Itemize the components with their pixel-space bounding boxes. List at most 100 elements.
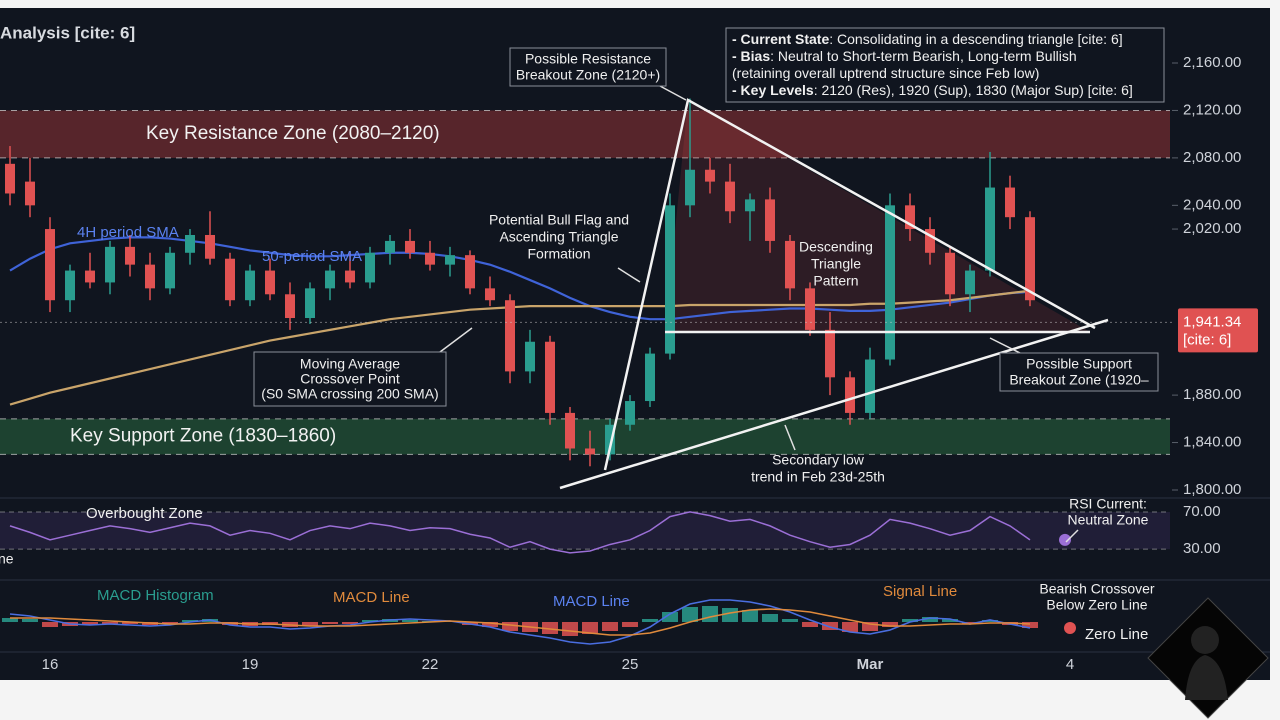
candle-body <box>525 341 535 372</box>
macd-histogram-bar <box>302 622 318 626</box>
y-tick-label: 70.00 <box>1183 503 1221 520</box>
y-tick-label: 1,880.00 <box>1183 386 1241 403</box>
y-tick-label: 1,840.00 <box>1183 434 1241 451</box>
x-tick-label: 19 <box>242 656 259 673</box>
zone-label: Key Resistance Zone (2080–2120) <box>146 123 440 144</box>
annotation-box <box>999 352 1159 392</box>
candle-body <box>885 205 895 360</box>
zones: Key Resistance Zone (2080–2120) Key Suppo… <box>0 109 1170 455</box>
arrows <box>439 85 1079 543</box>
candle-body <box>505 300 515 372</box>
sma-line <box>9 289 1031 406</box>
candle-body <box>325 270 335 289</box>
arrow <box>617 267 641 283</box>
annotation: Triangle <box>811 256 861 272</box>
annotation: Pattern <box>813 273 858 289</box>
info-line: - Bias: Neutral to Short-term Bearish, L… <box>732 48 1077 64</box>
macd-histogram-bar <box>762 614 778 622</box>
annotation: Formation <box>527 246 590 262</box>
macd-histogram-bar <box>842 622 858 632</box>
info-label: - Current State <box>732 31 829 47</box>
annotation: trend in Feb 23d-25th <box>751 469 885 485</box>
candle-body <box>185 234 195 253</box>
candle-body <box>725 181 735 212</box>
macd-histogram-bar <box>782 619 798 622</box>
annotation: (S0 SMA crossing 200 SMA) <box>261 386 438 402</box>
candle-body <box>645 353 655 402</box>
macd-histogram-bar <box>322 622 338 624</box>
annotation: Zero Line <box>1085 626 1148 643</box>
candle-body <box>565 412 575 449</box>
candle-body <box>585 448 595 455</box>
candle-body <box>405 240 415 253</box>
candle-body <box>25 181 35 206</box>
candle-body <box>425 252 435 265</box>
candle-body <box>765 199 775 241</box>
macd-histogram-bar <box>862 622 878 631</box>
candle-body <box>805 288 815 330</box>
macd-histogram-bar <box>122 622 138 624</box>
annotation-box <box>509 47 667 87</box>
arrow <box>784 424 796 451</box>
candle-body <box>145 264 155 289</box>
info-line: - Key Levels: 2120 (Res), 1920 (Sup), 18… <box>732 82 1133 98</box>
candle-body <box>445 255 455 265</box>
y-tick-label: 2,080.00 <box>1183 149 1241 166</box>
candle-body <box>265 270 275 295</box>
info-text: : Consolidating in a descending triangle… <box>829 31 1122 47</box>
candle-body <box>665 205 675 354</box>
annotation: 4H period SMA <box>77 224 179 241</box>
annotation: Ascending Triangle <box>499 229 618 245</box>
candle-body <box>1025 217 1035 301</box>
arrow <box>439 327 473 353</box>
macd-histogram-bar <box>42 622 58 627</box>
zone-band <box>0 110 1170 158</box>
signal-line <box>10 608 1031 636</box>
macd-histogram-bar <box>402 620 418 622</box>
annotation: Signal Line <box>883 583 957 600</box>
macd-histogram-bar <box>542 622 558 634</box>
candle-body <box>905 205 915 230</box>
annotation: Below Zero Line <box>1046 597 1147 613</box>
macd-histogram-bar <box>622 622 638 627</box>
macd-histogram-bar <box>662 612 678 622</box>
y-tick-label: 2,040.00 <box>1183 196 1241 213</box>
macd-histogram-bar <box>602 622 618 631</box>
annotation: Descending <box>799 239 873 255</box>
annotation: Bearish Crossover <box>1039 581 1154 597</box>
last-price-label: 1,941.34 <box>1183 313 1241 330</box>
macd-histogram-bar <box>582 622 598 634</box>
arrow <box>659 85 687 101</box>
candle-body <box>1005 187 1015 218</box>
last-price-note: [cite: 6] <box>1183 331 1231 348</box>
annotation: Crossover Point <box>300 371 400 387</box>
candle-body <box>365 252 375 283</box>
background <box>0 8 1270 680</box>
zone-label: Key Support Zone (1830–1860) <box>70 426 336 447</box>
macd-histogram-bar <box>822 622 838 630</box>
macd-histogram-bar <box>902 619 918 622</box>
annotation: 50-period SMA <box>262 248 362 265</box>
arrow <box>989 337 1021 354</box>
candle-body <box>105 246 115 283</box>
candle-body <box>985 187 995 271</box>
info-line: - Current State: Consolidating in a desc… <box>732 31 1123 47</box>
x-tick-label: 16 <box>42 656 59 673</box>
candle-body <box>965 270 975 295</box>
annotation: Breakout Zone (2120+) <box>516 67 660 83</box>
candle-body <box>605 424 615 455</box>
watermark <box>1147 597 1269 719</box>
macd-histogram-bar <box>642 619 658 622</box>
macd-histogram-bar <box>502 622 518 631</box>
annotation: Possible Resistance <box>525 51 651 67</box>
candle-body <box>745 199 755 212</box>
candle-body <box>465 255 475 289</box>
chart-title: Analysis [cite: 6] <box>0 23 135 42</box>
candle-body <box>305 288 315 319</box>
x-tick-label: 4 <box>1066 656 1074 673</box>
candle-body <box>785 240 795 289</box>
sma-line <box>9 236 1031 321</box>
rsi-current-dot <box>1059 533 1071 546</box>
annotation: MACD Line <box>553 593 630 610</box>
info-text: (retaining overall uptrend structure sin… <box>732 65 1039 81</box>
